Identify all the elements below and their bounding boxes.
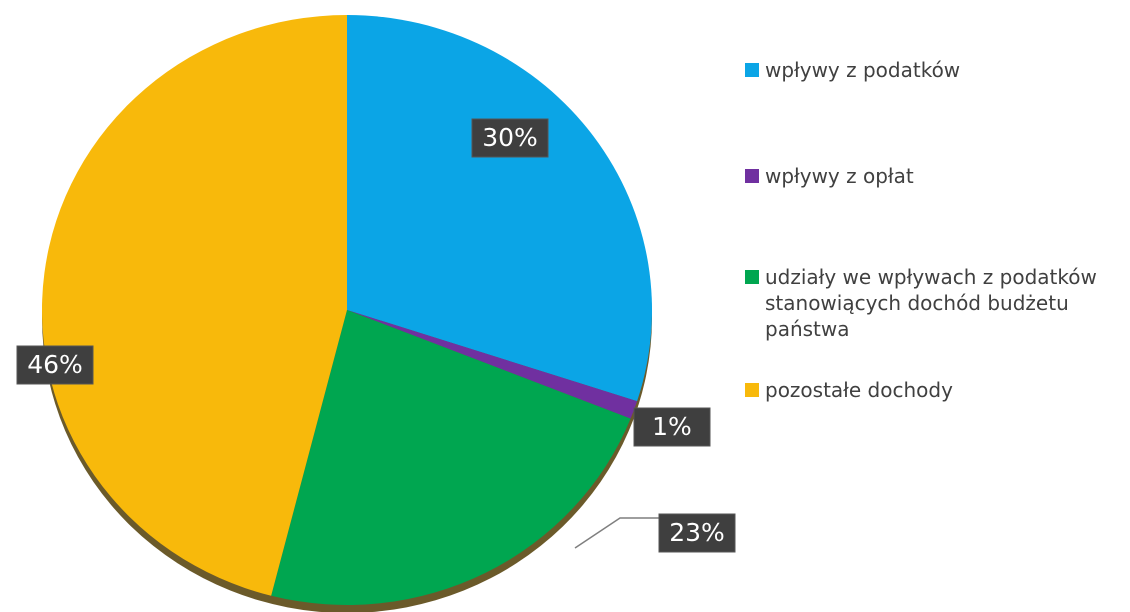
legend-item: wpływy z opłat	[745, 163, 1115, 189]
data-label: 1%	[652, 412, 692, 441]
leader-line	[574, 517, 660, 549]
legend-item: udziały we wpływach z podatków stanowiąc…	[745, 264, 1115, 342]
data-label: 30%	[482, 123, 538, 152]
label-box	[633, 407, 711, 447]
data-label: 46%	[27, 350, 83, 379]
legend-item: wpływy z podatków	[745, 57, 1115, 83]
legend-swatch	[745, 383, 759, 397]
legend-label: pozostałe dochody	[765, 378, 953, 402]
label-box	[471, 118, 549, 158]
legend-label: wpływy z podatków	[765, 58, 961, 82]
legend-label: udziały we wpływach z podatków stanowiąc…	[765, 265, 1097, 341]
legend-item: pozostałe dochody	[745, 377, 1115, 403]
pie-slice	[271, 310, 631, 606]
pie-slice	[41, 15, 348, 596]
legend-swatch	[745, 169, 759, 183]
pie-slice	[347, 15, 652, 402]
label-box	[658, 513, 736, 553]
legend-swatch	[745, 270, 759, 284]
legend-swatch	[745, 63, 759, 77]
pie-slice	[347, 310, 638, 419]
legend-label: wpływy z opłat	[765, 164, 914, 188]
data-label: 23%	[669, 518, 725, 547]
label-box	[16, 345, 94, 385]
